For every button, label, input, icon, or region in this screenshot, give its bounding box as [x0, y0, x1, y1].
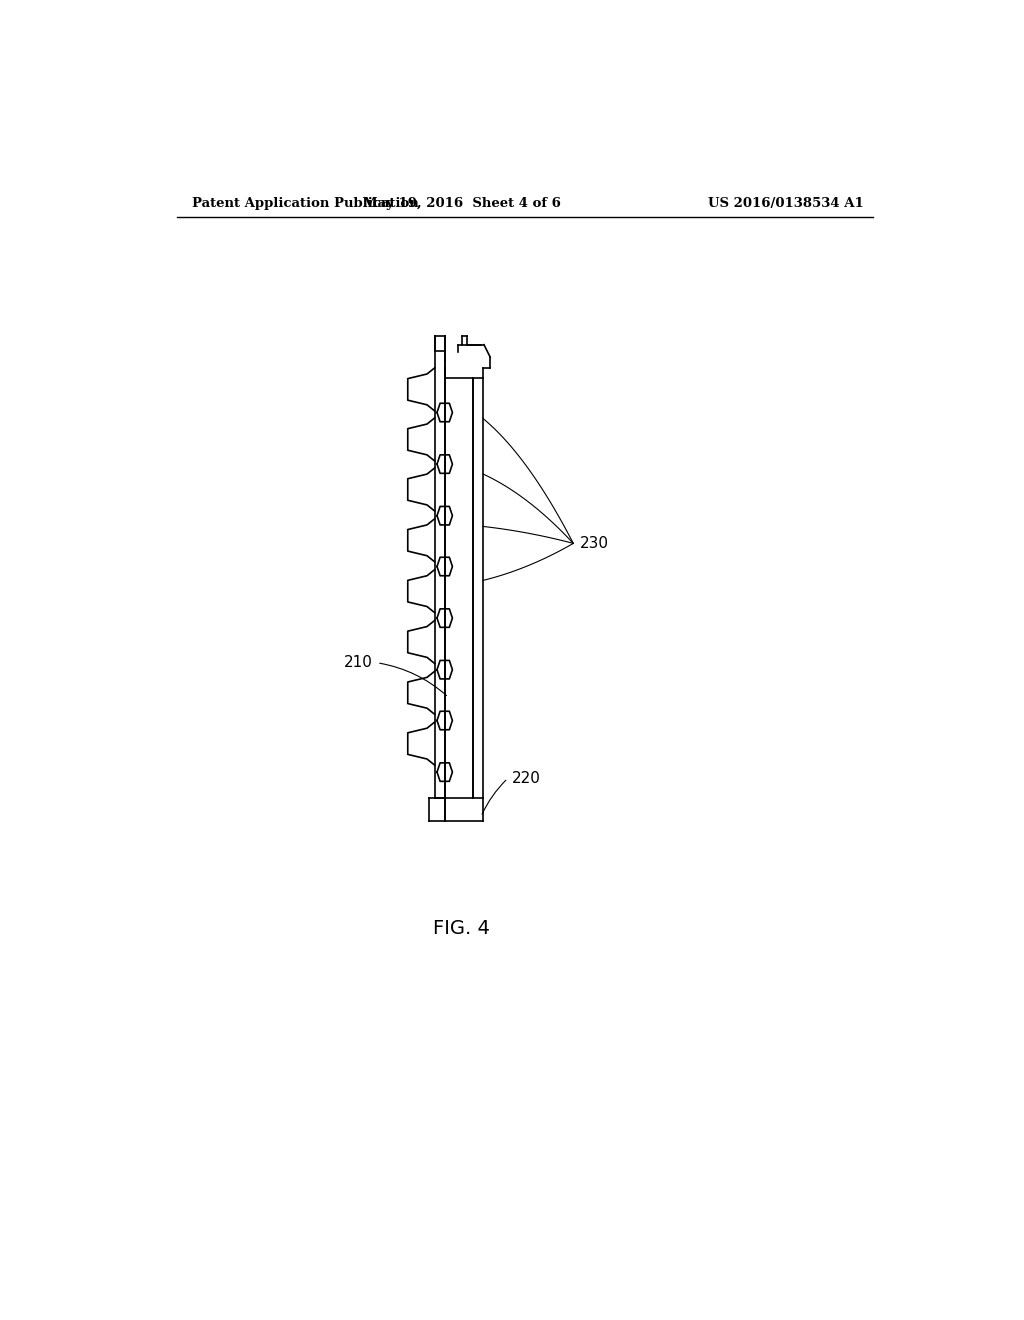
Text: May 19, 2016  Sheet 4 of 6: May 19, 2016 Sheet 4 of 6: [362, 197, 560, 210]
Text: 210: 210: [344, 655, 373, 671]
Text: 230: 230: [580, 536, 608, 550]
Text: FIG. 4: FIG. 4: [433, 919, 490, 939]
Text: US 2016/0138534 A1: US 2016/0138534 A1: [708, 197, 864, 210]
Text: Patent Application Publication: Patent Application Publication: [193, 197, 419, 210]
Text: 220: 220: [512, 771, 541, 785]
